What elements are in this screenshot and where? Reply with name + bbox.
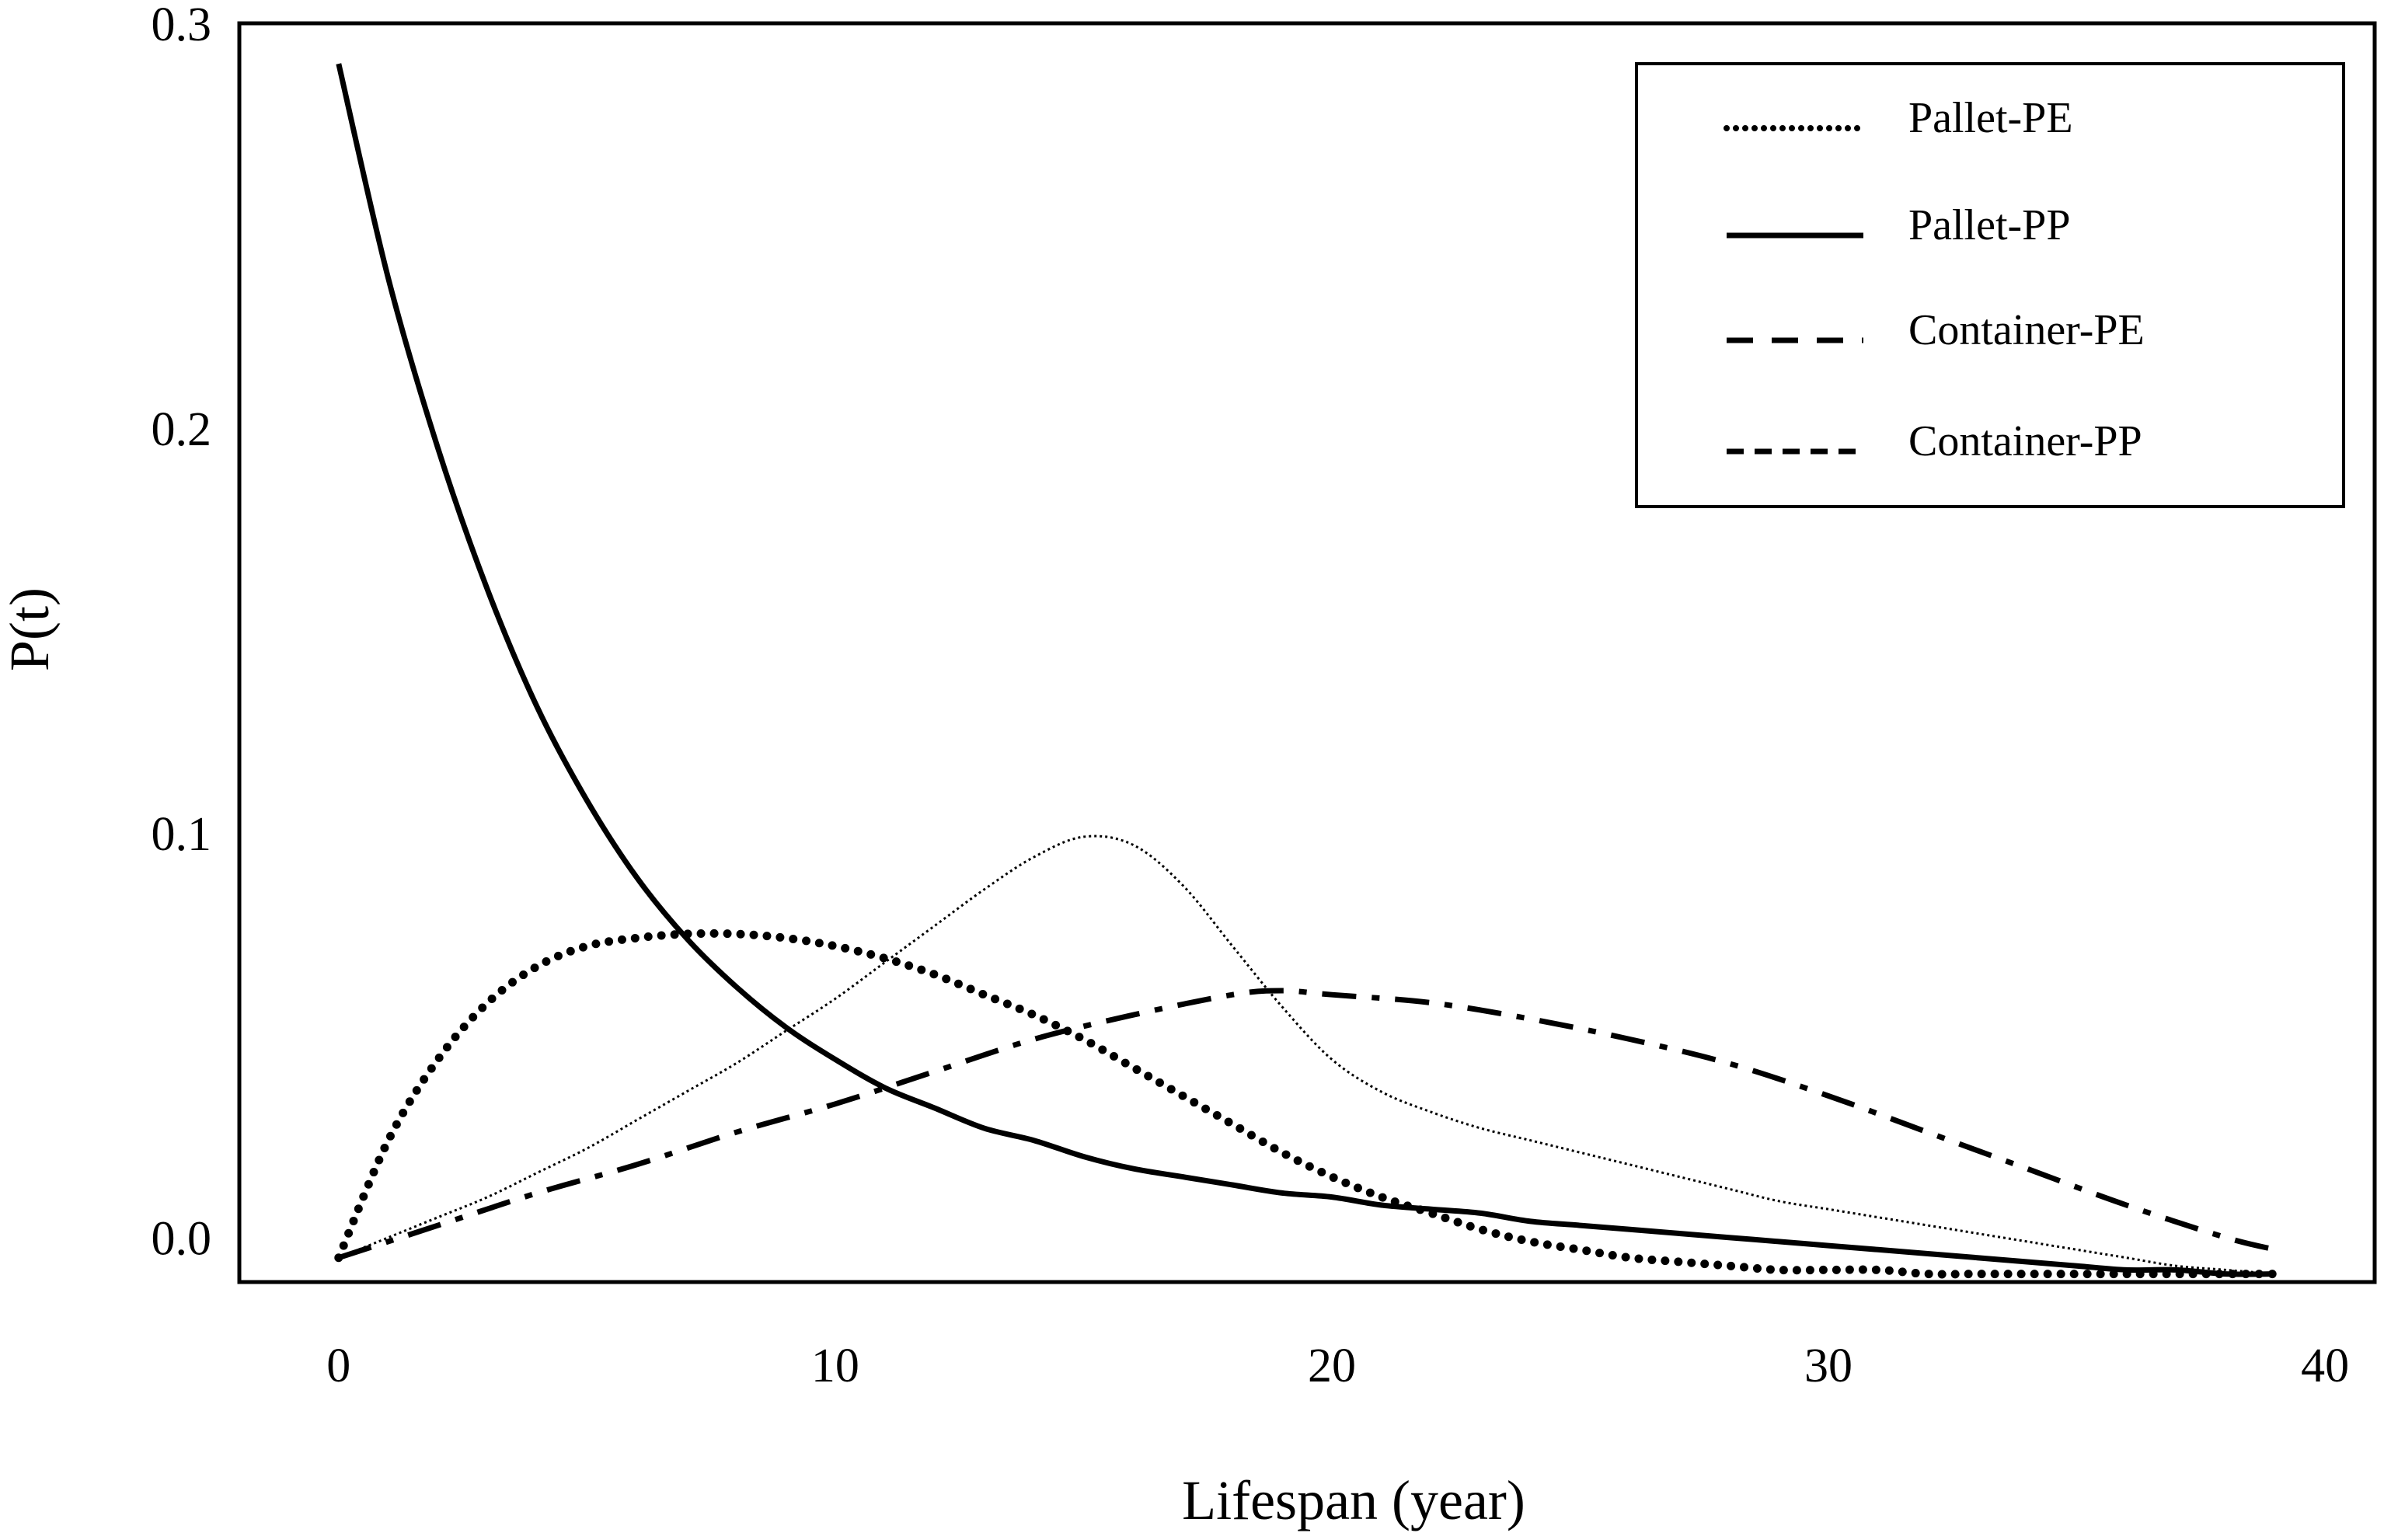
legend-box [1635, 62, 2345, 508]
series-line-pallet-pp [336, 63, 2276, 1277]
legend-label: Pallet-PP [1908, 201, 2070, 249]
x-axis-ticks: 0 10 20 30 40 [326, 1340, 2349, 1392]
plot-frame [237, 21, 2377, 1284]
legend-label: Container-PP [1908, 417, 2142, 465]
y-axis-title: P(t) [0, 587, 61, 671]
legend: Pallet-PE Pallet-PP Container-PE Container-… [1635, 62, 2345, 508]
y-axis-ticks: 0.0 0.1 0.2 0.3 [152, 0, 212, 1266]
y-tick-label: 0.2 [152, 403, 212, 456]
legend-label: Pallet-PE [1908, 94, 2073, 142]
y-tick-label: 0.0 [152, 1213, 212, 1266]
legend-label: Container-PE [1908, 306, 2145, 354]
series-line-container-pp [337, 988, 2277, 1261]
x-tick-label: 10 [811, 1340, 859, 1392]
x-axis-title: Lifespan (year) [1182, 1469, 1525, 1531]
series-layer [334, 63, 2280, 1279]
x-tick-label: 0 [326, 1340, 350, 1392]
y-tick-label: 0.1 [152, 808, 212, 861]
x-tick-label: 40 [2301, 1340, 2349, 1392]
x-tick-label: 30 [1804, 1340, 1852, 1392]
x-tick-label: 20 [1308, 1340, 1356, 1392]
y-tick-label: 0.3 [152, 0, 212, 51]
series-line-pallet-pe [334, 929, 2280, 1279]
